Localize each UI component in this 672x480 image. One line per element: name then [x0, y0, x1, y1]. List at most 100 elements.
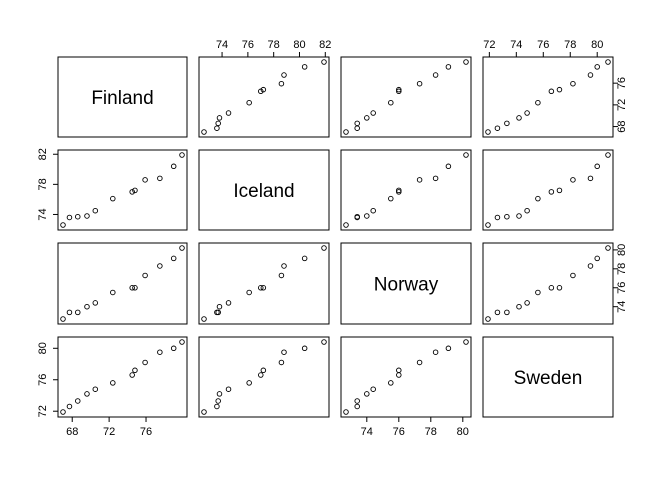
data-point: [75, 213, 81, 220]
data-point: [587, 72, 594, 78]
data-point: [605, 245, 611, 251]
data-point: [516, 213, 522, 219]
panel-sweden-vs-sweden: Sweden: [482, 336, 614, 418]
data-point: [110, 289, 116, 296]
data-point: [605, 59, 611, 65]
data-point: [246, 99, 252, 106]
diagonal-label-finland: Finland: [91, 88, 153, 109]
data-point: [201, 409, 207, 415]
data-point: [132, 285, 138, 291]
data-point: [396, 372, 402, 378]
data-point: [281, 263, 287, 269]
tick-label: 74: [510, 39, 522, 51]
data-point: [524, 207, 530, 214]
tick-label: 72: [483, 39, 495, 51]
data-point: [504, 213, 510, 220]
panel-frame: [482, 149, 614, 231]
data-point: [132, 187, 138, 194]
data-point: [201, 129, 207, 135]
tick-label: 80: [37, 342, 49, 354]
data-point: [587, 175, 594, 182]
panel-sweden-vs-finland: [57, 336, 188, 418]
right-axis-finland: 68 72 76: [612, 77, 628, 133]
data-point: [301, 64, 308, 70]
data-point: [281, 349, 287, 355]
data-point: [157, 349, 163, 355]
data-point: [535, 289, 541, 296]
data-point: [216, 115, 223, 121]
data-point: [201, 316, 207, 322]
data-point: [388, 380, 394, 386]
panel-frame: [340, 149, 472, 231]
data-point: [535, 195, 541, 202]
data-point: [485, 222, 491, 228]
data-point: [432, 349, 439, 355]
data-point: [556, 86, 563, 93]
data-point: [594, 255, 600, 262]
data-point: [556, 187, 563, 194]
data-point: [214, 125, 220, 131]
data-point: [494, 125, 501, 131]
data-point: [216, 303, 223, 310]
tick-label: 80: [293, 39, 305, 51]
tick-label: 76: [140, 426, 152, 438]
tick-label: 74: [37, 208, 49, 220]
data-point: [494, 214, 501, 221]
data-point: [75, 398, 81, 404]
data-point: [215, 309, 221, 316]
data-point: [570, 272, 576, 279]
panel-frame: [198, 242, 330, 325]
data-point: [278, 80, 285, 87]
data-point: [396, 367, 402, 374]
data-point: [548, 189, 555, 195]
tick-label: 68: [616, 120, 628, 132]
data-point: [142, 272, 148, 279]
tick-label: 72: [37, 405, 49, 417]
data-point: [157, 263, 163, 269]
data-point: [416, 359, 423, 366]
tick-label: 78: [616, 263, 628, 275]
data-point: [84, 213, 90, 219]
tick-label: 74: [216, 39, 228, 51]
data-point: [516, 303, 522, 310]
data-point: [535, 99, 541, 106]
panel-frame: [482, 336, 614, 418]
tick-label: 74: [361, 426, 373, 438]
data-point: [364, 391, 370, 397]
panel-frame: [340, 242, 472, 325]
tick-label: 80: [616, 244, 628, 256]
data-point: [215, 120, 221, 127]
tick-label: 78: [268, 39, 280, 51]
data-point: [494, 309, 501, 316]
data-point: [594, 163, 600, 170]
panel-frame: [57, 336, 188, 418]
data-point: [170, 345, 177, 352]
data-point: [594, 64, 600, 70]
data-point: [170, 255, 177, 262]
tick-label: 72: [616, 99, 628, 111]
data-point: [260, 285, 267, 291]
data-point: [301, 345, 308, 352]
top-axis-sweden: 72 74 76 78 80: [483, 39, 603, 58]
data-point: [110, 380, 116, 386]
data-point: [396, 187, 402, 194]
data-point: [92, 207, 99, 214]
data-point: [179, 339, 185, 345]
data-point: [258, 372, 264, 378]
data-point: [485, 129, 491, 135]
data-point: [354, 213, 360, 220]
data-point: [129, 285, 135, 291]
data-point: [75, 309, 81, 316]
data-point: [354, 403, 360, 410]
data-point: [343, 409, 349, 415]
panel-frame: [57, 56, 188, 138]
bottom-axis-finland: 68 72 76: [66, 416, 152, 438]
data-point: [463, 152, 469, 158]
data-point: [570, 80, 576, 87]
data-point: [246, 289, 252, 296]
data-point: [524, 110, 530, 116]
panel-frame: [482, 242, 614, 325]
panel-finland-vs-finland: Finland: [57, 56, 188, 138]
data-point: [92, 386, 99, 392]
panel-frame: [57, 242, 188, 325]
